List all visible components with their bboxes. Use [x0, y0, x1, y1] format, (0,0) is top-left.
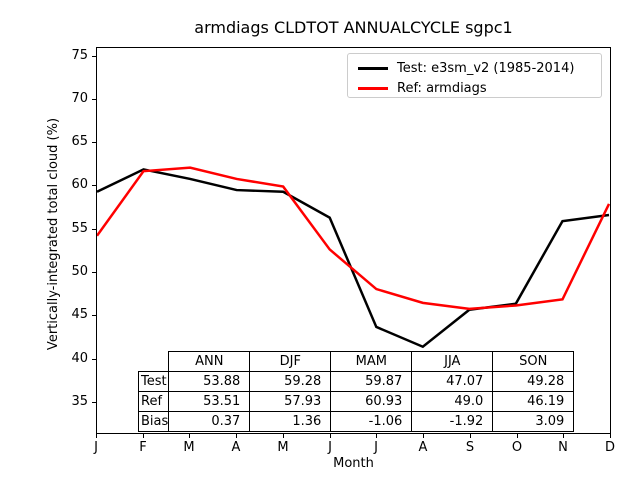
stats-cell-value: 53.51 [168, 391, 251, 412]
x-tick-label: F [139, 440, 147, 455]
stats-cell-value: 49.0 [411, 391, 494, 412]
stats-cell-value: 57.93 [249, 391, 332, 412]
x-tick-label: J [94, 440, 98, 455]
seasonal-stats-table: ANN DJF MAM JJA SON Test 53.88 59.28 59.87 47.07… [137, 351, 575, 432]
y-tick-label: 70 [71, 91, 88, 106]
stats-cell-value: 47.07 [411, 371, 494, 392]
y-tick-label: 75 [71, 48, 88, 63]
y-tick-label: 45 [71, 307, 88, 322]
stats-table-row: Bias 0.37 1.36 -1.06 -1.92 3.09 [137, 411, 575, 432]
x-tick-label: A [418, 440, 428, 455]
y-tick-label: 50 [71, 264, 88, 279]
y-tick-mark [92, 402, 96, 403]
stats-table-row: Ref 53.51 57.93 60.93 49.0 46.19 [137, 391, 575, 412]
y-tick-label: 65 [71, 134, 88, 149]
legend-entry-label: Ref: armdiags [397, 80, 487, 96]
y-tick-label: 60 [71, 177, 88, 192]
series-line [97, 166, 610, 311]
chart-title: armdiags CLDTOT ANNUALCYCLE sgpc1 [194, 18, 513, 37]
x-tick-mark [283, 434, 284, 438]
y-tick-mark [92, 99, 96, 100]
stats-cell-value: 59.28 [249, 371, 332, 392]
x-tick-mark [96, 434, 97, 438]
x-tick-mark [610, 434, 611, 438]
stats-cell-value: 49.28 [492, 371, 575, 392]
x-tick-mark [376, 434, 377, 438]
stats-table-row: Test 53.88 59.28 59.87 47.07 49.28 [137, 371, 575, 392]
stats-column-header: ANN [168, 351, 251, 372]
stats-row-label: Ref [137, 391, 170, 412]
legend-line-swatch [358, 86, 388, 90]
x-tick-label: D [604, 440, 615, 455]
stats-column-header: SON [492, 351, 575, 372]
legend-entry: Ref: armdiags [358, 78, 601, 98]
x-tick-label: J [328, 440, 332, 455]
plot-area [96, 47, 611, 434]
stats-cell-value: 53.88 [168, 371, 251, 392]
stats-column-header: JJA [411, 351, 494, 372]
y-tick-label: 40 [71, 351, 88, 366]
x-tick-mark [330, 434, 331, 438]
stats-cell-value: -1.92 [411, 411, 494, 432]
y-tick-label: 35 [71, 394, 88, 409]
y-tick-mark [92, 185, 96, 186]
x-tick-mark [563, 434, 564, 438]
y-tick-mark [92, 315, 96, 316]
x-tick-label: S [465, 440, 475, 455]
stats-cell-value: 0.37 [168, 411, 251, 432]
x-tick-label: M [183, 440, 195, 455]
stats-cell-value: 60.93 [330, 391, 413, 412]
stats-cell-value: 1.36 [249, 411, 332, 432]
stats-table-corner [139, 352, 169, 372]
x-tick-label: J [374, 440, 378, 455]
legend-line-swatch [358, 66, 388, 70]
x-tick-mark [189, 434, 190, 438]
stats-row-label: Test [137, 371, 170, 392]
x-tick-mark [470, 434, 471, 438]
legend: Test: e3sm_v2 (1985-2014) Ref: armdiags [347, 53, 602, 98]
legend-entry: Test: e3sm_v2 (1985-2014) [358, 58, 601, 78]
stats-row-label: Bias [137, 411, 170, 432]
x-tick-label: N [558, 440, 568, 455]
y-tick-mark [92, 142, 96, 143]
stats-column-header: DJF [249, 351, 332, 372]
stats-cell-value: 46.19 [492, 391, 575, 412]
series-line [97, 168, 610, 349]
y-tick-label: 55 [71, 221, 88, 236]
x-tick-mark [143, 434, 144, 438]
stats-cell-value: 59.87 [330, 371, 413, 392]
y-tick-mark [92, 359, 96, 360]
line-series-plot [97, 166, 610, 349]
x-tick-label: O [511, 440, 523, 455]
stats-cell-value: 3.09 [492, 411, 575, 432]
y-tick-mark [92, 56, 96, 57]
x-axis-title: Month [333, 456, 374, 471]
x-tick-mark [517, 434, 518, 438]
x-tick-mark [236, 434, 237, 438]
stats-table-header-row: ANN DJF MAM JJA SON [139, 351, 575, 372]
stats-column-header: MAM [330, 351, 413, 372]
y-tick-mark [92, 229, 96, 230]
stats-cell-value: -1.06 [330, 411, 413, 432]
x-tick-label: A [231, 440, 241, 455]
legend-entry-label: Test: e3sm_v2 (1985-2014) [397, 60, 575, 76]
y-tick-mark [92, 272, 96, 273]
x-tick-mark [423, 434, 424, 438]
x-tick-label: M [277, 440, 289, 455]
